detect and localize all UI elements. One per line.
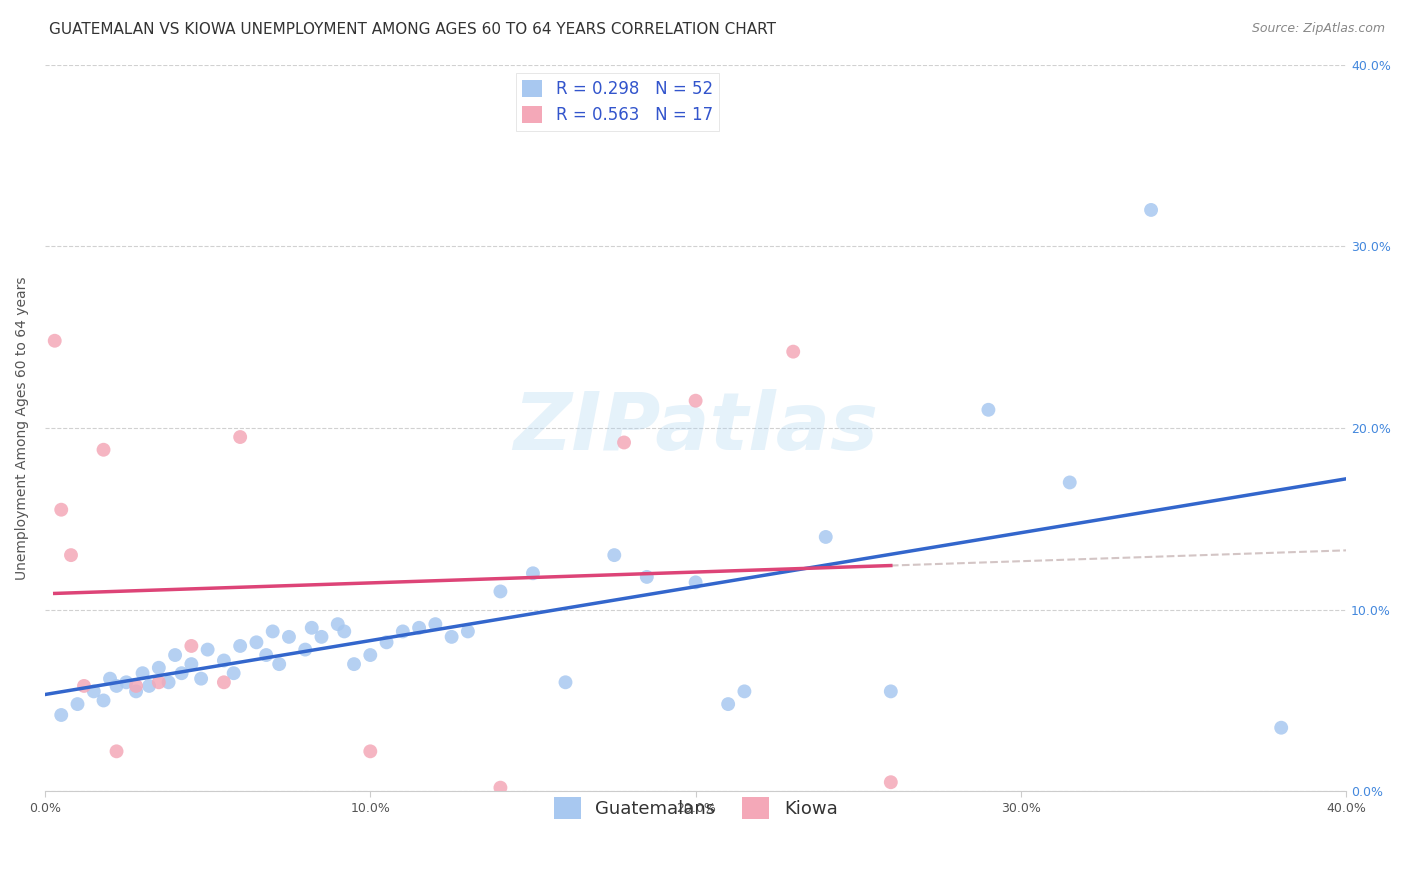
Text: ZIPatlas: ZIPatlas [513, 389, 879, 467]
Point [278, 630, 301, 644]
Point [782, 344, 804, 359]
Point [554, 675, 576, 690]
Point [73, 679, 96, 693]
Point [229, 639, 252, 653]
Point [148, 661, 170, 675]
Point [343, 657, 366, 672]
Point [733, 684, 755, 698]
Point [93, 442, 115, 457]
Point [59, 548, 82, 562]
Point [170, 666, 193, 681]
Point [717, 697, 740, 711]
Point [333, 624, 356, 639]
Point [245, 635, 267, 649]
Text: GUATEMALAN VS KIOWA UNEMPLOYMENT AMONG AGES 60 TO 64 YEARS CORRELATION CHART: GUATEMALAN VS KIOWA UNEMPLOYMENT AMONG A… [49, 22, 776, 37]
Point [262, 624, 284, 639]
Point [359, 744, 381, 758]
Point [229, 430, 252, 444]
Point [457, 624, 479, 639]
Point [603, 548, 626, 562]
Point [105, 744, 128, 758]
Point [66, 697, 89, 711]
Point [522, 566, 544, 581]
Legend: Guatemalans, Kiowa: Guatemalans, Kiowa [547, 789, 845, 826]
Point [51, 502, 73, 516]
Point [83, 684, 105, 698]
Point [685, 393, 707, 408]
Point [880, 684, 903, 698]
Point [814, 530, 837, 544]
Point [125, 684, 148, 698]
Y-axis label: Unemployment Among Ages 60 to 64 years: Unemployment Among Ages 60 to 64 years [15, 277, 30, 580]
Point [1140, 202, 1163, 217]
Point [489, 780, 512, 795]
Point [44, 334, 66, 348]
Point [180, 639, 202, 653]
Point [138, 679, 160, 693]
Point [613, 435, 636, 450]
Point [254, 648, 277, 662]
Point [1059, 475, 1081, 490]
Point [636, 570, 658, 584]
Point [180, 657, 202, 672]
Point [148, 675, 170, 690]
Point [165, 648, 187, 662]
Point [977, 402, 1000, 417]
Point [131, 666, 153, 681]
Point [197, 642, 219, 657]
Point [685, 575, 707, 590]
Point [212, 675, 235, 690]
Point [157, 675, 180, 690]
Point [115, 675, 138, 690]
Point [392, 624, 415, 639]
Point [440, 630, 463, 644]
Point [51, 708, 73, 723]
Text: Source: ZipAtlas.com: Source: ZipAtlas.com [1251, 22, 1385, 36]
Point [93, 693, 115, 707]
Point [408, 621, 430, 635]
Point [269, 657, 291, 672]
Point [880, 775, 903, 789]
Point [125, 679, 148, 693]
Point [222, 666, 245, 681]
Point [326, 617, 349, 632]
Point [294, 642, 316, 657]
Point [212, 653, 235, 667]
Point [1270, 721, 1292, 735]
Point [375, 635, 398, 649]
Point [190, 672, 212, 686]
Point [489, 584, 512, 599]
Point [425, 617, 447, 632]
Point [301, 621, 323, 635]
Point [98, 672, 121, 686]
Point [105, 679, 128, 693]
Point [311, 630, 333, 644]
Point [359, 648, 381, 662]
